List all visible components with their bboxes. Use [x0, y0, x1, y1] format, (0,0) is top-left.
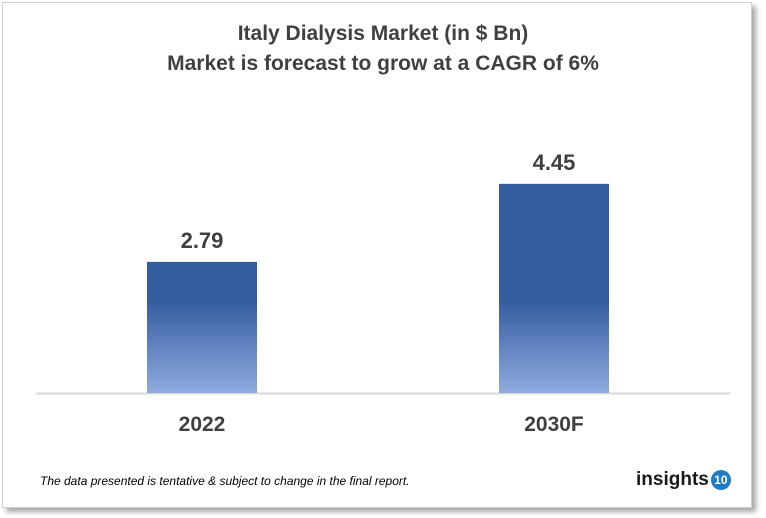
- chart-card: [2, 2, 752, 508]
- bar-2022: [147, 261, 257, 393]
- x-tick-label: 2022: [179, 413, 226, 436]
- chart-title: Italy Dialysis Market (in $ Bn): [237, 22, 529, 45]
- insights10-logo: insights 10: [636, 469, 731, 491]
- data-label: 2.79: [181, 228, 224, 253]
- data-label: 4.45: [533, 150, 576, 175]
- logo-text: insights: [636, 469, 709, 490]
- footnote: The data presented is tentative & subjec…: [40, 474, 410, 488]
- bar-2030F: [499, 183, 609, 393]
- x-tick-label: 2030F: [524, 413, 584, 436]
- chart-subtitle: Market is forecast to grow at a CAGR of …: [167, 52, 599, 75]
- logo-badge: 10: [710, 470, 731, 490]
